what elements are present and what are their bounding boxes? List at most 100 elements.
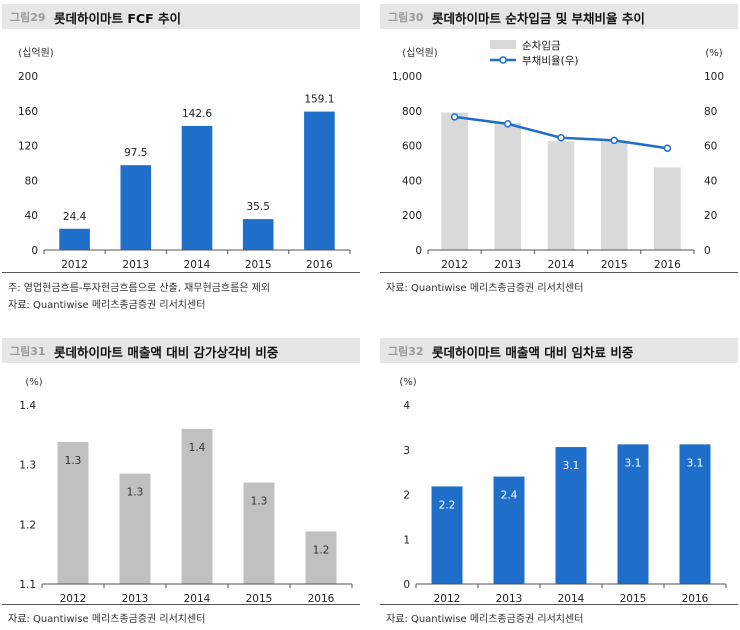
- figure-number: 그림31: [10, 345, 46, 358]
- x-tick-label: 2013: [122, 593, 149, 605]
- bottom-rule: [2, 604, 360, 605]
- y-axis-unit-label: (%): [25, 377, 42, 388]
- x-tick-label: 2015: [246, 593, 273, 605]
- y-tick-label: 0: [31, 245, 38, 257]
- y-tick-label: 600: [402, 141, 422, 153]
- y-tick-label: 0: [415, 245, 422, 257]
- bar: [555, 447, 587, 584]
- bar: [494, 122, 522, 250]
- y-tick-label: 160: [18, 106, 38, 118]
- data-label: 142.6: [182, 108, 212, 120]
- y-tick-label: 4: [403, 400, 410, 412]
- bar: [617, 444, 649, 584]
- x-tick-label: 2014: [558, 593, 585, 605]
- figure-number: 그림32: [388, 345, 424, 358]
- line-point: [610, 136, 618, 145]
- x-tick-label: 2013: [494, 259, 521, 271]
- legend-label: 부채비율(우): [522, 55, 579, 67]
- fcf-bar-chart: (십억원) 0 40 80 120 160 200 2012 2013 2014 2015 2016 2…: [18, 47, 351, 271]
- rent-ratio-bar-chart: (%) 0 1 2 3 4 2012 2013 2014 2015 2016 2.2 2.4 3.1 3.1…: [399, 377, 727, 605]
- bar: [304, 111, 335, 250]
- x-tick-label: 2012: [434, 593, 461, 605]
- bar: [243, 482, 275, 584]
- y2-tick-label: 40: [704, 175, 717, 187]
- data-label: 1.4: [189, 442, 206, 454]
- y2-tick-label: 80: [704, 106, 717, 118]
- line-point: [450, 113, 459, 121]
- line-point: [557, 134, 565, 142]
- chart-source: 자료: Quantiwise 메리츠종금증권 리서치센터: [386, 614, 584, 625]
- data-label: 35.5: [247, 201, 270, 213]
- bar: [242, 219, 274, 250]
- panel-header: 그림30 롯데하이마트 순차입금 및 부채비율 추이: [380, 4, 738, 29]
- y-tick-label: 200: [18, 71, 38, 83]
- line-point: [504, 120, 512, 128]
- data-label: 159.1: [304, 94, 334, 106]
- bar: [441, 112, 468, 250]
- line-point: [663, 144, 672, 152]
- y-tick-label: 1.3: [19, 460, 36, 472]
- x-tick-label: 2013: [496, 593, 523, 605]
- bar: [679, 444, 711, 584]
- bar: [600, 141, 628, 250]
- y2-tick-label: 20: [704, 210, 717, 222]
- y2-axis-unit-label: (%): [705, 48, 722, 59]
- legend-swatch-marker: [499, 56, 507, 64]
- y-axis-unit-label: (십억원): [402, 47, 438, 59]
- x-tick-label: 2015: [620, 593, 647, 605]
- y2-tick-label: 60: [704, 141, 717, 153]
- y-tick-label: 800: [402, 106, 422, 118]
- figure-title: 롯데하이마트 매출액 대비 감가상각비 비중: [54, 345, 279, 360]
- data-label: 24.4: [63, 211, 87, 223]
- bar: [119, 473, 151, 584]
- y-tick-label: 200: [402, 210, 422, 222]
- x-tick-label: 2015: [601, 259, 628, 271]
- bar: [493, 476, 525, 584]
- data-label: 1.3: [127, 487, 144, 499]
- bar: [305, 531, 337, 584]
- bar: [431, 486, 463, 584]
- figure-title: 롯데하이마트 매출액 대비 임차료 비중: [432, 345, 634, 360]
- depreciation-ratio-bar-chart: (%) 1.1 1.2 1.3 1.4 2012 2013 2014 2015 2016 1.3 1.…: [19, 377, 353, 605]
- x-tick-label: 2012: [61, 259, 88, 271]
- y2-tick-label: 100: [704, 71, 724, 83]
- y-tick-label: 0: [403, 579, 410, 591]
- data-label: 1.3: [65, 455, 82, 467]
- data-label: 1.3: [251, 496, 268, 508]
- data-label: 3.1: [563, 460, 580, 472]
- data-label: 2.2: [439, 499, 456, 511]
- y-tick-label: 1.2: [19, 519, 36, 531]
- figure-title: 롯데하이마트 FCF 추이: [54, 11, 181, 26]
- chart-note: 주: 영업현금흐름-투자현금흐름으로 산출, 재무현금흐름은 제외: [8, 283, 271, 294]
- x-tick-label: 2013: [122, 259, 149, 271]
- legend-label: 순차입금: [522, 39, 561, 52]
- chart-source: 자료: Quantiwise 메리츠종금증권 리서치센터: [8, 614, 206, 625]
- data-label: 3.1: [625, 457, 642, 469]
- panel-header: 그림29 롯데하이마트 FCF 추이: [2, 4, 360, 29]
- x-tick-label: 2014: [184, 259, 211, 271]
- panel-header: 그림32 롯데하이마트 매출액 대비 임차료 비중: [380, 338, 738, 363]
- data-label: 3.1: [687, 457, 704, 469]
- x-tick-label: 2014: [184, 593, 211, 605]
- net-debt-combo-chart: (십억원) 0 200 400 600 800 1,000 (%) 0 20 40 60 80 100 20…: [392, 39, 724, 271]
- y-tick-label: 1: [403, 534, 410, 546]
- bar: [120, 165, 152, 250]
- data-label: 1.2: [313, 544, 330, 556]
- bar: [547, 141, 575, 250]
- data-label: 2.4: [501, 490, 518, 502]
- y-tick-label: 40: [25, 210, 38, 222]
- legend-swatch-bar: [490, 40, 516, 49]
- x-tick-label: 2016: [682, 593, 709, 605]
- figure-number: 그림29: [10, 11, 46, 24]
- bar: [59, 228, 90, 250]
- chart-source: 자료: Quantiwise 메리츠종금증권 리서치센터: [386, 283, 584, 294]
- chart-source: 자료: Quantiwise 메리츠종금증권 리서치센터: [8, 300, 206, 311]
- bar: [181, 428, 213, 584]
- figure-number: 그림30: [388, 11, 424, 24]
- data-label: 97.5: [124, 147, 147, 159]
- y-tick-label: 1.1: [19, 579, 36, 591]
- x-tick-label: 2014: [548, 259, 575, 271]
- x-tick-label: 2016: [306, 259, 333, 271]
- y-tick-label: 400: [402, 175, 422, 187]
- figure-title: 롯데하이마트 순차입금 및 부채비율 추이: [432, 11, 645, 26]
